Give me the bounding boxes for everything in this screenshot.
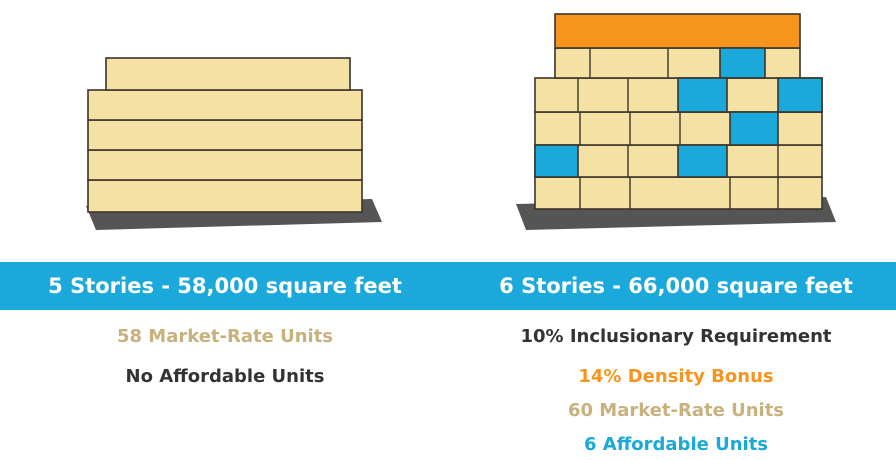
floor xyxy=(105,57,351,91)
floor xyxy=(534,111,823,146)
illustration xyxy=(86,13,836,230)
floor xyxy=(87,119,363,151)
line: 60 Market-Rate Units xyxy=(567,400,785,421)
heading: 5 Stories - 58,000 square feet xyxy=(48,274,402,298)
banner: 5 Stories - 58,000 square feet 6 Stories… xyxy=(0,262,896,310)
affordable-unit xyxy=(677,144,728,178)
floor xyxy=(87,149,363,181)
line: 14% Density Bonus xyxy=(578,366,774,387)
affordable-unit xyxy=(777,77,823,113)
line: 58 Market-Rate Units xyxy=(116,326,334,347)
floor xyxy=(87,89,363,121)
affordable-unit xyxy=(534,144,579,178)
line: No Affordable Units xyxy=(125,366,325,387)
bonus-floor xyxy=(554,13,801,49)
line: 6 Affordable Units xyxy=(583,434,769,455)
line: 10% Inclusionary Requirement xyxy=(520,326,832,347)
affordable-unit xyxy=(677,77,728,113)
affordable-unit xyxy=(729,111,779,146)
unit-dividers xyxy=(577,48,779,209)
affordable-unit xyxy=(719,47,766,79)
floor xyxy=(87,179,363,213)
floor xyxy=(534,176,823,210)
heading: 6 Stories - 66,000 square feet xyxy=(499,274,853,298)
